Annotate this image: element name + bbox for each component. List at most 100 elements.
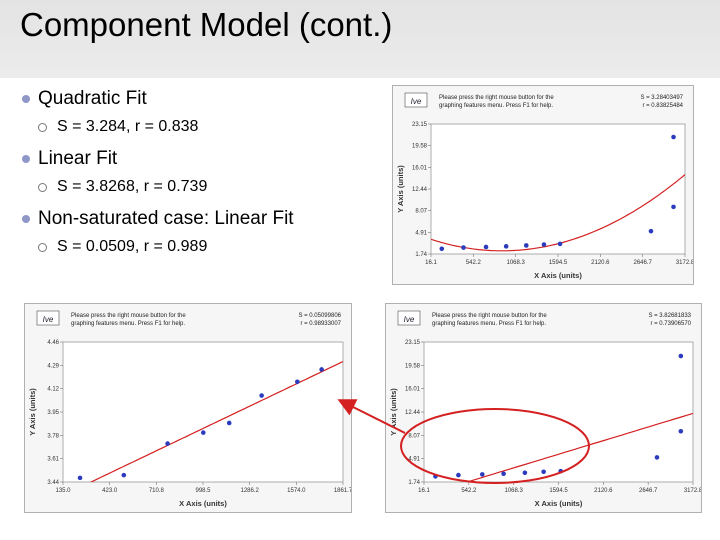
curvefit-logo-icon: Ive: [36, 310, 60, 326]
logo-text: Ive: [411, 97, 422, 106]
y-tick-label: 3.61: [47, 457, 59, 463]
data-point: [541, 469, 546, 475]
data-point: [259, 393, 264, 398]
y-tick-label: 4.91: [408, 457, 420, 463]
bullet-nonsaturated-fit: Non-saturated case: Linear Fit: [22, 208, 382, 230]
curvefit-logo-icon: Ive: [397, 310, 421, 326]
y-tick-label: 1.74: [415, 252, 427, 258]
chart-panel-linear-fit[interactable]: Ive Please press the right mouse button f…: [385, 303, 702, 513]
data-point: [226, 420, 232, 426]
x-tick-label: 135.0: [55, 488, 71, 494]
x-axis-label: X Axis (units): [535, 499, 583, 508]
bullet-linear-fit: Linear Fit: [22, 148, 382, 170]
bullet-dot-icon: [22, 215, 30, 223]
data-point: [165, 441, 170, 446]
sub-bullet-text: S = 0.0509, r = 0.989: [57, 238, 208, 255]
y-tick-label: 19.58: [412, 144, 428, 150]
bullet-text: Non-saturated case: Linear Fit: [38, 208, 294, 229]
scatter-chart[interactable]: Ive Please press the right mouse button f…: [25, 304, 351, 512]
x-tick-label: 1574.0: [287, 488, 306, 494]
data-point: [648, 228, 654, 234]
stat-s-value: S = 3.82681833: [648, 313, 691, 319]
x-tick-label: 1594.5: [549, 260, 568, 266]
data-point: [678, 353, 684, 359]
y-axis-label: Y Axis (units): [28, 388, 37, 436]
sub-bullet-quadratic-stats: S = 3.284, r = 0.838: [38, 118, 382, 136]
data-point: [654, 455, 660, 460]
stat-s-value: S = 0.05099806: [298, 313, 341, 319]
y-tick-label: 1.74: [408, 480, 420, 486]
data-point: [523, 243, 529, 248]
x-tick-label: 1286.2: [240, 488, 259, 494]
y-tick-label: 3.78: [47, 433, 59, 439]
y-axis-label: Y Axis (units): [389, 388, 398, 436]
sub-bullet-linear-stats: S = 3.8268, r = 0.739: [38, 178, 382, 196]
logo-text: Ive: [404, 315, 415, 324]
data-point: [671, 204, 676, 210]
data-point: [501, 471, 506, 477]
data-point: [522, 470, 528, 476]
data-point: [295, 379, 300, 385]
data-point: [121, 472, 127, 478]
help-message-line: Please press the right mouse button for …: [432, 313, 547, 319]
plot-area: [423, 341, 694, 483]
x-tick-label: 542.2: [466, 260, 482, 266]
x-tick-label: 2120.6: [594, 488, 613, 494]
y-tick-label: 23.15: [412, 122, 428, 128]
data-point: [557, 241, 563, 247]
sub-bullet-ring-icon: [38, 182, 47, 192]
sub-bullet-text: S = 3.8268, r = 0.739: [57, 178, 208, 195]
scatter-chart[interactable]: Ive Please press the right mouse button f…: [386, 304, 701, 512]
bullet-text: Quadratic Fit: [38, 88, 147, 109]
data-point: [503, 244, 509, 249]
data-point: [319, 367, 324, 372]
y-tick-label: 3.44: [47, 480, 59, 486]
stat-r-value: r = 0.98933007: [300, 321, 341, 327]
y-tick-label: 12.44: [405, 410, 421, 416]
y-axis-label: Y Axis (units): [396, 165, 405, 213]
data-point: [541, 242, 547, 247]
x-tick-label: 2646.7: [633, 260, 652, 266]
bullet-text: Linear Fit: [38, 148, 118, 169]
data-point: [461, 245, 466, 250]
help-message-line: graphing features menu. Press F1 for hel…: [439, 103, 553, 109]
chart-panel-nonsaturated-linear-fit[interactable]: Ive Please press the right mouse button f…: [24, 303, 352, 513]
chart-panel-quadratic-fit[interactable]: Ive Please press the right mouse button f…: [392, 85, 694, 285]
x-axis-label: X Axis (units): [179, 499, 227, 508]
data-point: [456, 472, 461, 478]
scatter-chart[interactable]: Ive Please press the right mouse button f…: [393, 86, 693, 284]
x-tick-label: 710.8: [149, 488, 165, 494]
x-tick-label: 1594.5: [549, 488, 568, 494]
x-tick-label: 1068.3: [506, 260, 525, 266]
stat-s-value: S = 3.28403497: [640, 95, 683, 101]
y-tick-label: 12.44: [412, 187, 428, 193]
data-point: [439, 246, 445, 252]
data-point: [479, 472, 485, 477]
stat-r-value: r = 0.83825484: [642, 103, 683, 109]
y-tick-label: 19.58: [405, 363, 421, 369]
x-tick-label: 16.1: [418, 488, 430, 494]
plot-area: [62, 341, 344, 483]
help-message-line: Please press the right mouse button for …: [71, 313, 186, 319]
y-tick-label: 4.91: [415, 230, 427, 236]
y-tick-label: 4.12: [47, 387, 59, 393]
help-message-line: Please press the right mouse button for …: [439, 95, 554, 101]
y-tick-label: 16.01: [412, 165, 428, 171]
x-tick-label: 16.1: [425, 260, 437, 266]
bullet-list: Quadratic Fit S = 3.284, r = 0.838 Linea…: [22, 88, 382, 268]
x-tick-label: 1068.3: [504, 488, 523, 494]
curvefit-logo-icon: Ive: [404, 92, 428, 108]
y-tick-label: 4.29: [47, 363, 59, 369]
sub-bullet-ring-icon: [38, 242, 47, 252]
x-tick-label: 3172.8: [684, 488, 701, 494]
x-tick-label: 2646.7: [639, 488, 658, 494]
y-tick-label: 16.01: [405, 387, 421, 393]
bullet-dot-icon: [22, 155, 30, 163]
x-tick-label: 542.2: [461, 488, 477, 494]
data-point: [678, 428, 684, 434]
title-band: [0, 0, 720, 78]
y-tick-label: 23.15: [405, 340, 421, 346]
sub-bullet-nonsaturated-stats: S = 0.0509, r = 0.989: [38, 238, 382, 256]
logo-text: Ive: [43, 315, 54, 324]
x-tick-label: 2120.6: [591, 260, 610, 266]
